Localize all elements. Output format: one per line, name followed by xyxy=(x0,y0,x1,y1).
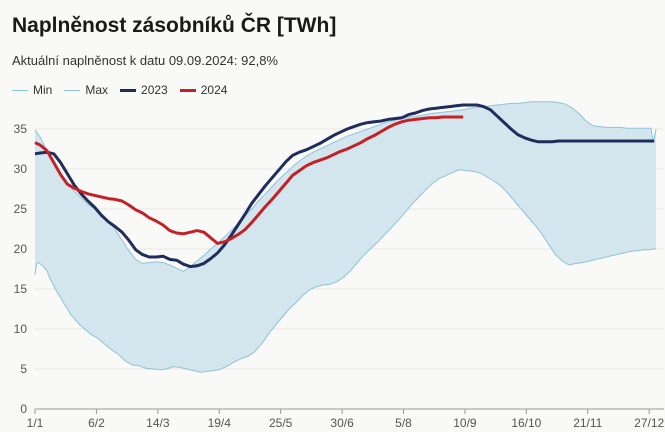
max-series-line xyxy=(34,101,657,272)
y-tick-label: 15 xyxy=(14,282,28,296)
x-tick-label: 14/3 xyxy=(146,416,170,430)
x-tick-label: 21/11 xyxy=(573,416,602,430)
y-tick-label: 25 xyxy=(14,202,28,216)
x-tick-label: 25/5 xyxy=(269,416,293,430)
page-title: Naplněnost zásobníků ČR [TWh] xyxy=(12,14,337,37)
legend-swatch-2023 xyxy=(120,88,137,92)
legend-swatch-max xyxy=(64,89,81,91)
y-tick-label: 35 xyxy=(14,122,28,136)
chart-legend: Min Max 2023 2024 xyxy=(12,82,239,98)
y-tick-label: 0 xyxy=(20,402,27,416)
chart-subtitle: Aktuální naplněnost k datu 09.09.2024: 9… xyxy=(12,53,278,68)
y-tick-label: 30 xyxy=(14,162,28,176)
x-tick-label: 30/6 xyxy=(330,416,354,430)
legend-item-max[interactable]: Max xyxy=(64,83,108,97)
y-tick-label: 20 xyxy=(14,242,28,256)
y-axis-ticks: 0 5 10 15 20 25 30 35 xyxy=(14,122,28,416)
legend-item-2023[interactable]: 2023 xyxy=(120,83,168,97)
min-series-line xyxy=(34,169,656,373)
min-max-band xyxy=(35,101,656,373)
legend-label-max: Max xyxy=(85,83,109,97)
x-tick-label: 16/10 xyxy=(511,416,541,430)
legend-label-2023: 2023 xyxy=(141,83,168,97)
legend-item-2024[interactable]: 2024 xyxy=(179,83,228,97)
x-tick-label: 10/9 xyxy=(453,416,477,430)
x-tick-label: 1/1 xyxy=(27,416,44,430)
x-tick-label: 19/4 xyxy=(208,416,232,430)
series-2023-line[interactable] xyxy=(34,103,655,269)
legend-item-min[interactable]: Min xyxy=(12,83,52,97)
legend-swatch-2024 xyxy=(179,88,196,92)
legend-label-2024: 2024 xyxy=(200,83,228,97)
legend-swatch-min xyxy=(12,89,28,91)
y-tick-label: 5 xyxy=(20,362,27,376)
series-2024-line[interactable] xyxy=(34,115,464,245)
legend-label-min: Min xyxy=(33,83,53,97)
x-tick-label: 6/2 xyxy=(88,416,105,430)
x-tick-label: 5/8 xyxy=(395,416,412,430)
y-tick-label: 10 xyxy=(14,322,28,336)
x-tick-label: 27/12 xyxy=(634,416,664,430)
x-axis-ticks: 1/1 6/2 14/3 19/4 25/5 30/6 5/8 10/9 16/10 21/11 2… xyxy=(27,409,665,430)
